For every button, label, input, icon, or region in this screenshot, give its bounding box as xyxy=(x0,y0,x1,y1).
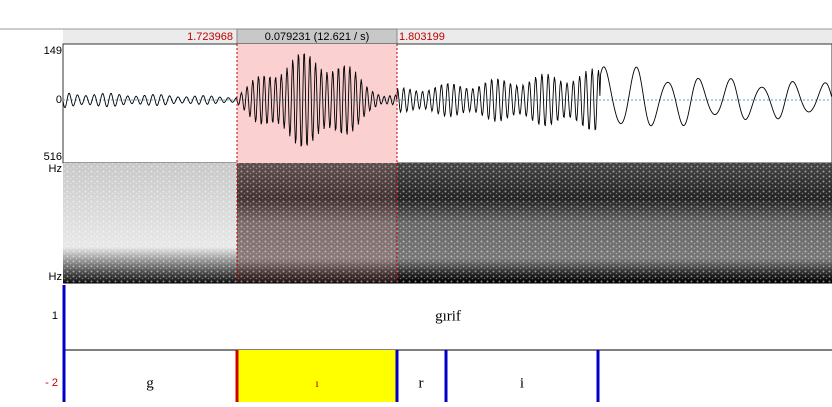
interval-label[interactable]: i xyxy=(520,375,524,391)
selection-duration: 0.079231 (12.621 / s) xyxy=(265,31,370,43)
spectrogram-top: Hz xyxy=(49,163,62,175)
waveform-panel xyxy=(62,43,832,164)
waveform-max: 149 xyxy=(44,45,62,57)
waveform-min: 516 xyxy=(44,151,62,163)
interval-label[interactable]: g xyxy=(146,375,154,391)
selection-start: 1.723968 xyxy=(187,31,233,43)
tier-number: 1 xyxy=(52,310,58,322)
spectrogram-texture xyxy=(63,163,832,283)
interval-label[interactable]: gırif xyxy=(435,308,461,324)
waveform xyxy=(62,53,832,147)
interval-label[interactable]: r xyxy=(419,375,424,391)
tier-number: - 2 xyxy=(45,377,58,389)
spectrogram-bottom: Hz xyxy=(49,271,62,283)
waveform-zero: 0 xyxy=(56,94,62,106)
selection-bar xyxy=(63,29,832,44)
selected-interval[interactable] xyxy=(237,350,397,402)
interval-label[interactable]: ı xyxy=(315,376,319,390)
selection-highlight-spectrogram xyxy=(237,163,397,283)
selection-end: 1.803199 xyxy=(399,31,445,43)
